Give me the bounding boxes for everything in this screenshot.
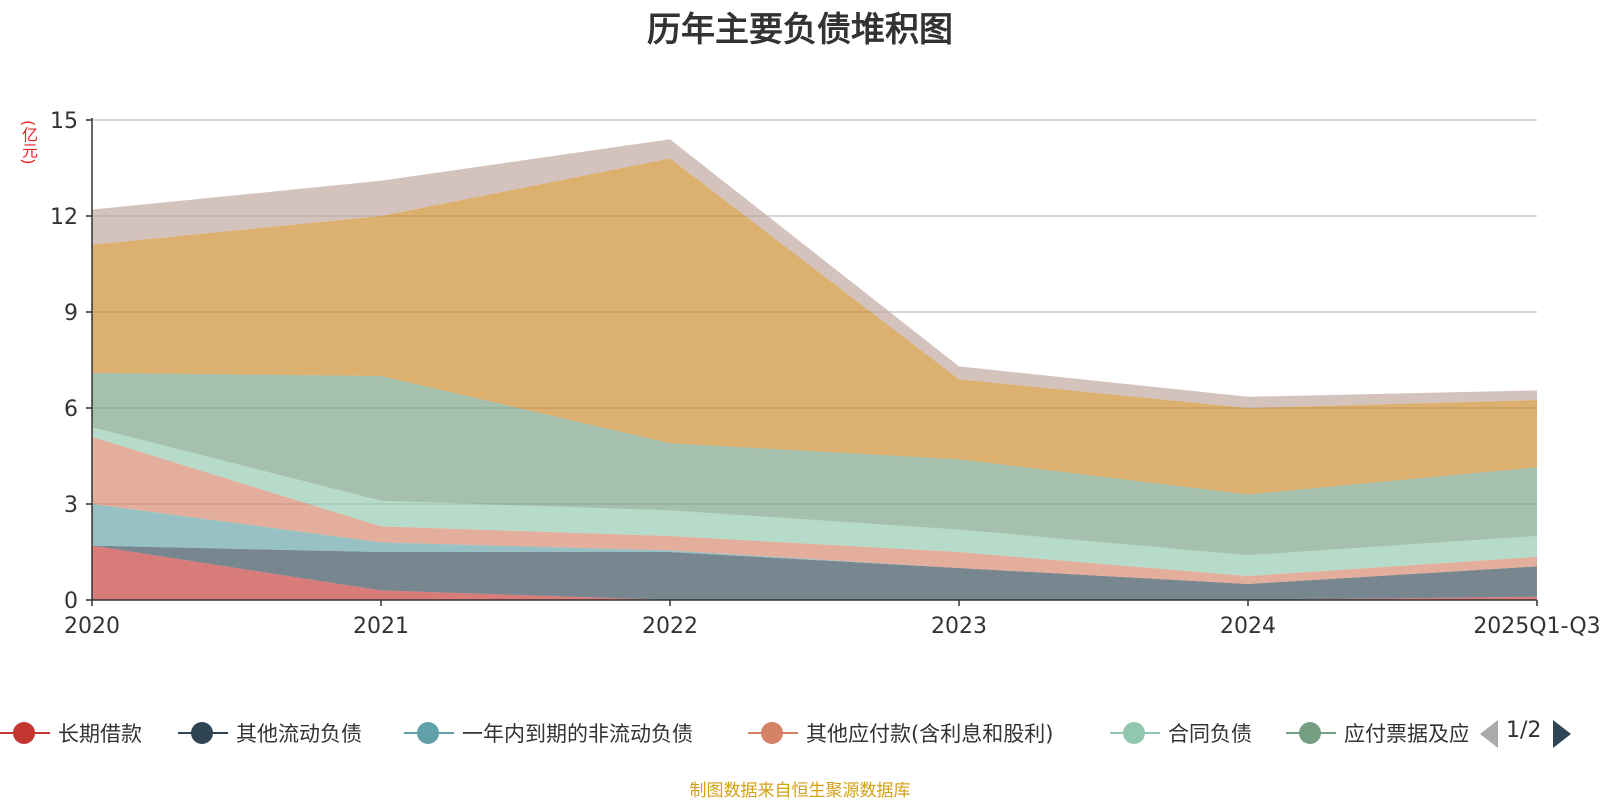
legend-marker-icon xyxy=(404,718,454,748)
x-tick-label: 2020 xyxy=(64,614,120,639)
legend-page-indicator: 1/2 xyxy=(1506,718,1542,743)
stacked-area-chart: 0 3 6 9 12 15 2020 2021 2022 2023 2024 2025Q1-Q3 xyxy=(50,109,1600,639)
area-series-4 xyxy=(92,436,1537,584)
legend: 长期借款 其他流动负债 一年内到期的非流动负债 其他应付款(含利息和股利) 合同负债 应付… xyxy=(0,718,1600,748)
legend-item[interactable]: 一年内到期的非流动负债 xyxy=(404,718,693,748)
legend-item[interactable]: 合同负债 xyxy=(1110,718,1252,748)
x-tick-label: 2024 xyxy=(1220,614,1276,639)
x-tick-label: 2022 xyxy=(642,614,698,639)
y-tick-label: 3 xyxy=(64,493,78,518)
area-series-5 xyxy=(92,427,1537,576)
y-tick-label: 6 xyxy=(64,397,78,422)
legend-marker-icon xyxy=(178,718,228,748)
data-source-note: 制图数据来自恒生聚源数据库 xyxy=(689,781,911,801)
area-series-1 xyxy=(92,545,1537,600)
legend-item[interactable]: 应付票据及应付账款 xyxy=(1286,718,1468,748)
x-tick-label: 2023 xyxy=(931,614,987,639)
legend-prev-page-icon[interactable] xyxy=(1480,720,1498,748)
area-series-7 xyxy=(92,158,1537,495)
legend-next-page-icon[interactable] xyxy=(1553,720,1571,748)
legend-item[interactable]: 其他流动负债 xyxy=(178,718,362,748)
legend-marker-icon xyxy=(1286,718,1336,748)
legend-item[interactable]: 长期借款 xyxy=(0,718,142,748)
legend-label: 合同负债 xyxy=(1168,722,1252,746)
legend-label: 一年内到期的非流动负债 xyxy=(462,722,693,746)
legend-label: 其他流动负债 xyxy=(236,722,362,746)
y-tick-label: 15 xyxy=(50,109,78,134)
y-tick-label: 0 xyxy=(64,589,78,614)
legend-label: 应付票据及应付账款 xyxy=(1344,722,1468,746)
y-tick-label: 9 xyxy=(64,301,78,326)
legend-marker-icon xyxy=(1110,718,1160,748)
area-series-3 xyxy=(92,504,1537,584)
x-tick-label: 2021 xyxy=(353,614,409,639)
y-tick-label: 12 xyxy=(50,205,78,230)
legend-label: 其他应付款(含利息和股利) xyxy=(806,722,1054,746)
chart-title: 历年主要负债堆积图 xyxy=(647,10,953,50)
legend-marker-icon xyxy=(748,718,798,748)
legend-pager: 1/2 xyxy=(1480,718,1600,748)
legend-label: 长期借款 xyxy=(58,722,142,746)
x-tick-label: 2025Q1-Q3 xyxy=(1473,614,1600,639)
legend-item[interactable]: 其他应付款(含利息和股利) xyxy=(748,718,1053,748)
y-axis-unit-label: (亿元) xyxy=(19,120,38,165)
area-series-6 xyxy=(92,372,1537,556)
legend-marker-icon xyxy=(0,718,50,748)
legend-items: 长期借款 其他流动负债 一年内到期的非流动负债 其他应付款(含利息和股利) 合同负债 应付… xyxy=(0,718,1468,748)
area-series-2 xyxy=(92,545,1537,600)
